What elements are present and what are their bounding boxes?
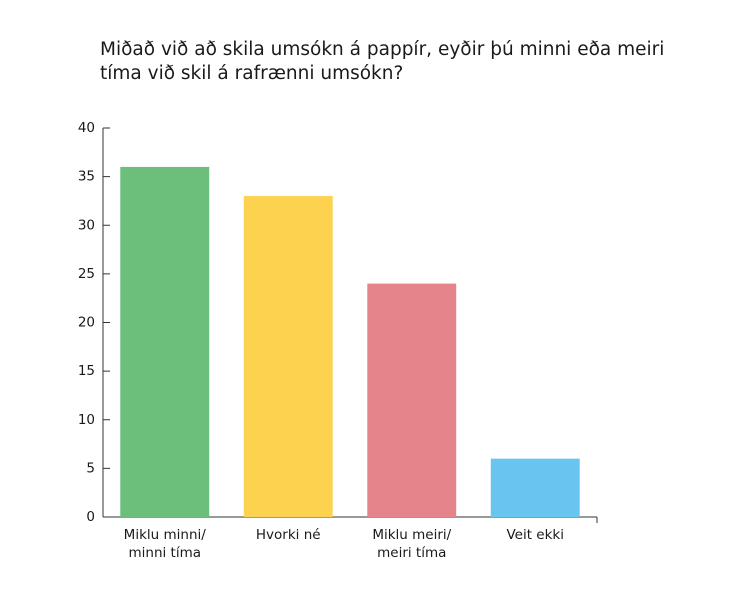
y-tick-label: 0 xyxy=(86,509,95,525)
x-tick-label: Miklu minni/ minni tíma xyxy=(123,527,206,561)
bar xyxy=(367,283,457,517)
y-tick-label: 40 xyxy=(78,120,95,136)
y-tick-label: 35 xyxy=(78,169,95,185)
y-tick-label: 15 xyxy=(78,363,95,379)
y-tick-label: 25 xyxy=(78,266,95,282)
bar xyxy=(490,458,580,517)
chart-title: Miðað við að skila umsókn á pappír, eyði… xyxy=(100,39,665,84)
bar xyxy=(120,166,210,517)
x-tick-label: Veit ekki xyxy=(506,527,565,543)
y-tick-label: 20 xyxy=(78,315,95,331)
bar xyxy=(243,196,333,517)
y-tick-label: 5 xyxy=(86,460,95,476)
y-tick-label: 30 xyxy=(78,217,95,233)
x-tick-label: Hvorki né xyxy=(255,527,321,543)
x-tick-label: Miklu meiri/ meiri tíma xyxy=(372,527,452,561)
y-tick-label: 10 xyxy=(78,412,95,428)
